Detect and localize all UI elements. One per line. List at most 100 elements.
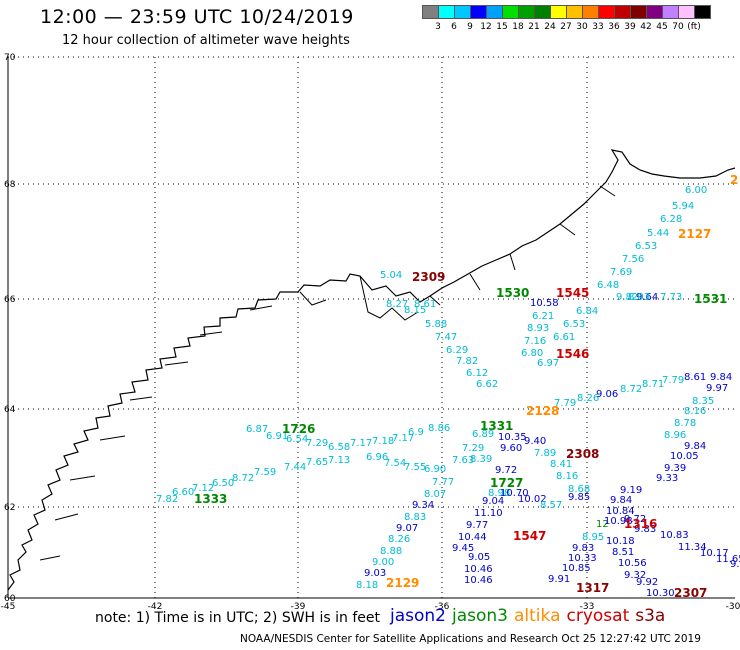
satellite-legend-jason3: jason3 — [452, 606, 508, 626]
swh-observation: 9.00 — [372, 557, 394, 568]
swh-observation: 8.26 — [577, 393, 599, 404]
pass-time-labels: 2309 1530 1545 1546 1531 2127 2 1726 1333 1331 212… — [194, 173, 738, 600]
swh-observation: 10.17 — [700, 548, 729, 559]
swh-observation: 11.34 — [678, 542, 707, 553]
pass-time-label: 2308 — [566, 447, 599, 461]
swh-observation: 7.82 — [456, 356, 478, 367]
swh-observation: 6.84 — [576, 306, 598, 317]
swh-observation: 9.39 — [664, 463, 686, 474]
swh-observation: 8.86 — [428, 423, 450, 434]
swh-observation: 10.44 — [458, 532, 487, 543]
pass-time-label: 1317 — [576, 581, 609, 595]
swh-observation: 9.83 — [572, 543, 594, 554]
swh-observation: 6.48 — [597, 280, 619, 291]
swh-observation: 9.84 — [710, 372, 732, 383]
swh-observation: 8.61 — [684, 372, 706, 383]
swh-observation: 8.72 — [232, 473, 254, 484]
legend-label: 21 — [528, 22, 540, 32]
swh-observation: 9.79 — [730, 559, 740, 570]
swh-observation: 9.64 — [636, 292, 658, 303]
swh-observation: 7.55 — [404, 462, 426, 473]
swh-observation: 7.56 — [622, 254, 644, 265]
swh-observation: 8.95 — [582, 532, 604, 543]
swh-observation: 6.58 — [328, 442, 350, 453]
swh-observation: 9.04 — [482, 496, 504, 507]
swh-observation: 5.94 — [672, 201, 694, 212]
legend-swatch — [694, 5, 711, 19]
swh-observation: 8.16 — [556, 471, 578, 482]
graticule — [8, 56, 735, 598]
swh-observation: 6.28 — [660, 214, 682, 225]
swh-observation: 10.30 — [646, 588, 675, 599]
pass-time-label: 2307 — [674, 586, 707, 600]
swh-observation: 8.26 — [388, 534, 410, 545]
legend-label: 6 — [451, 22, 457, 32]
swh-observation: 7.18 — [372, 436, 394, 447]
swh-observation: 8.98 — [488, 488, 510, 499]
legend-label: 45 — [656, 22, 668, 32]
legend-label: 9 — [467, 22, 473, 32]
swh-observation: 10.05 — [670, 451, 699, 462]
swh-observation: 5.88 — [425, 319, 447, 330]
lon-tick-label: -36 — [435, 602, 450, 612]
swh-observation: 9.72 — [495, 465, 517, 476]
swh-observation: 6.29 — [446, 345, 468, 356]
swh-observation: 10.84 — [606, 506, 635, 517]
pass-time-label: 2128 — [526, 404, 559, 418]
swh-observation: 6.96 — [366, 452, 388, 463]
legend-label: 12 — [480, 22, 492, 32]
swh-observation: 7.69 — [610, 267, 632, 278]
swh-observation: 5.44 — [647, 228, 669, 239]
swh-observation: 9.34 — [412, 500, 434, 511]
swh-observation: 9.05 — [468, 552, 490, 563]
swh-observation: 8.83 — [404, 512, 426, 523]
lat-tick-label: 70 — [4, 53, 16, 63]
swh-observation: 9.32 — [624, 570, 646, 581]
swh-observation: 8.41 — [550, 459, 572, 470]
swh-observation: 10.46 — [464, 575, 493, 586]
color-legend-labels: 3 6 9 12 15 18 21 24 27 30 33 36 39 42 45 70 (ft) — [422, 22, 740, 36]
pass-time-label: 1726 — [282, 422, 315, 436]
swh-observation: 6.89 — [472, 429, 494, 440]
swh-observation: 10.58 — [530, 298, 559, 309]
swh-observation: 9.97 — [706, 383, 728, 394]
swh-observation: 7.17 — [350, 438, 372, 449]
lat-tick-label: 68 — [4, 180, 16, 190]
swh-observation: 9.85 — [568, 492, 590, 503]
swh-observation: 9.40 — [524, 436, 546, 447]
lon-tick-label: -42 — [148, 602, 163, 612]
swh-observation: 10.46 — [464, 564, 493, 575]
swh-observation: 7.59 — [254, 467, 276, 478]
coastline-fjords — [39, 185, 616, 561]
pass-time-label: 1530 — [496, 286, 529, 300]
swh-observation: 11.10 — [474, 508, 503, 519]
swh-observation: 8.78 — [674, 418, 696, 429]
footnote: note: 1) Time is in UTC; 2) SWH is in fe… — [95, 610, 381, 626]
lat-tick-label: 64 — [4, 405, 16, 415]
lon-tick-label: -30 — [726, 602, 740, 612]
swh-observation: 8.07 — [424, 489, 446, 500]
swh-observation: 9.07 — [396, 523, 418, 534]
pass-time-label: 2 — [730, 173, 738, 187]
coastline — [7, 149, 736, 591]
legend-label: 70 — [672, 22, 684, 32]
legend-label: 30 — [576, 22, 588, 32]
swh-observation: 11.65 — [716, 554, 740, 565]
swh-observation: 8.39 — [470, 454, 492, 465]
swh-observation: 7.73 — [660, 292, 682, 303]
swh-observation: 9.45 — [452, 543, 474, 554]
credit-line: NOAA/NESDIS Center for Satellite Applica… — [240, 633, 701, 645]
pass-time-label: 1727 — [490, 476, 523, 490]
legend-label: (ft) — [687, 22, 701, 32]
swh-observation: 6.53 — [563, 319, 585, 330]
swh-observation: 6.61 — [553, 332, 575, 343]
swh-observation: 10.98 — [604, 516, 633, 527]
swh-observation: 7.82 — [156, 494, 178, 505]
swh-observation: 9.84 — [684, 441, 706, 452]
swh-observation: 9.84 — [610, 495, 632, 506]
lon-tick-label: -39 — [291, 602, 306, 612]
swh-observation: 8.51 — [612, 547, 634, 558]
swh-observation: 8.61 — [414, 299, 436, 310]
swh-observation: 9.33 — [656, 473, 678, 484]
